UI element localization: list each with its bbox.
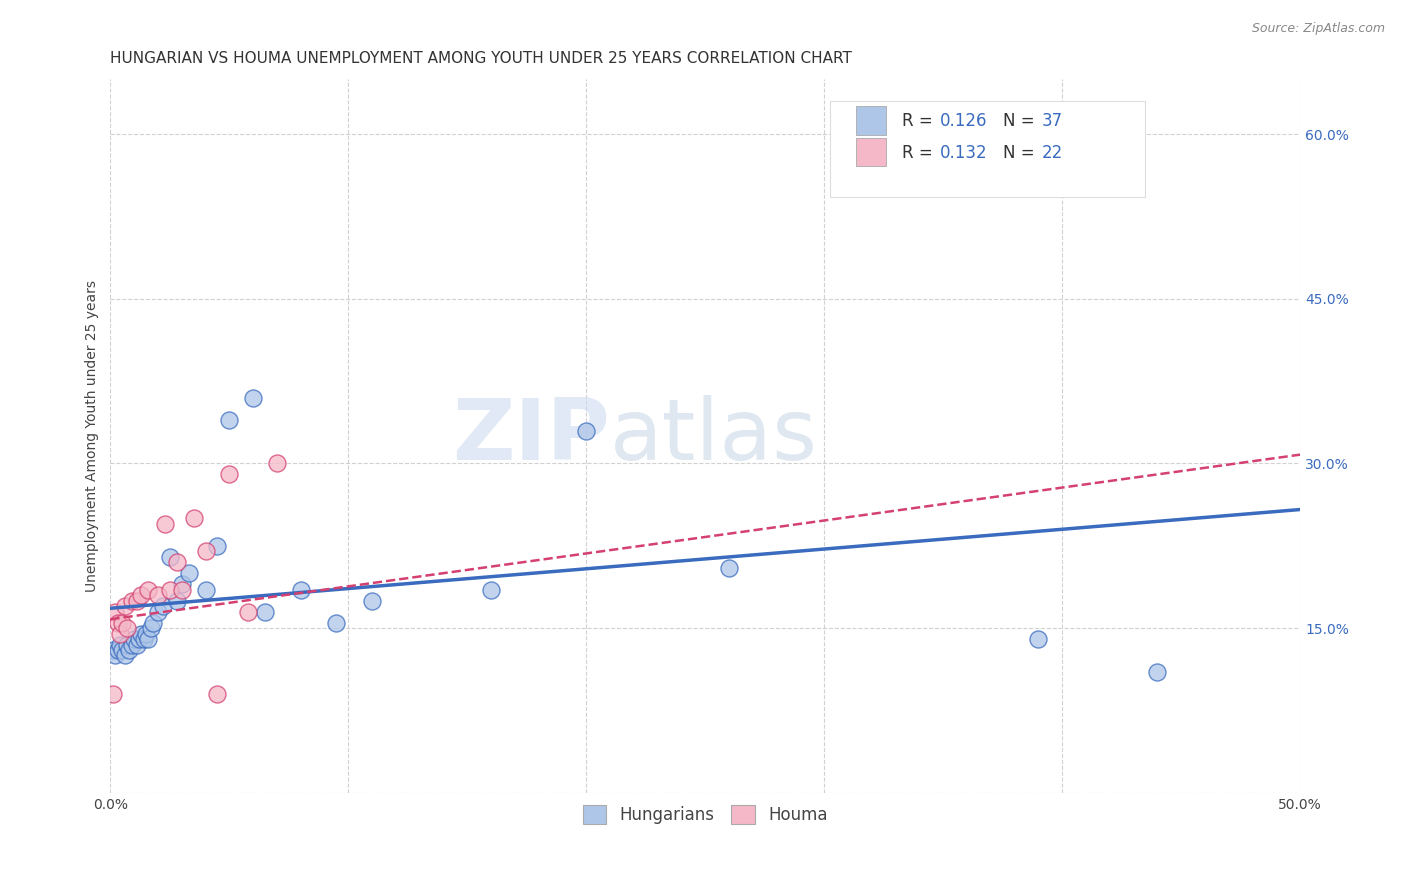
Point [115, 638, 138, 652]
Point [290, 582, 312, 597]
Point [152, 599, 174, 613]
Text: atlas: atlas [610, 394, 818, 477]
FancyBboxPatch shape [856, 106, 886, 135]
Point [218, 467, 240, 482]
Point [104, 605, 127, 619]
Point [238, 605, 260, 619]
Point [718, 560, 741, 574]
Point [138, 632, 160, 646]
Text: Source: ZipAtlas.com: Source: ZipAtlas.com [1251, 22, 1385, 36]
Point [1028, 632, 1050, 646]
Point [114, 599, 136, 613]
Text: R =: R = [901, 144, 938, 161]
Text: ZIP: ZIP [453, 394, 610, 477]
Point [153, 516, 176, 531]
Text: N =: N = [1002, 112, 1039, 129]
Point [125, 593, 148, 607]
Point [194, 582, 217, 597]
Point [177, 566, 200, 581]
Point [125, 638, 148, 652]
Point [166, 593, 188, 607]
Point [170, 577, 193, 591]
Point [146, 588, 169, 602]
Point [138, 582, 160, 597]
Point [131, 626, 153, 640]
Text: 22: 22 [1042, 144, 1063, 161]
Point [108, 638, 131, 652]
Point [101, 643, 124, 657]
Point [183, 511, 205, 525]
Point [159, 582, 181, 597]
Point [254, 605, 277, 619]
Point [166, 555, 188, 569]
Point [170, 582, 193, 597]
Point [146, 605, 169, 619]
Point [115, 621, 138, 635]
Point [131, 588, 153, 602]
Text: 0.132: 0.132 [939, 144, 987, 161]
Text: 0.126: 0.126 [939, 112, 987, 129]
Text: HUNGARIAN VS HOUMA UNEMPLOYMENT AMONG YOUTH UNDER 25 YEARS CORRELATION CHART: HUNGARIAN VS HOUMA UNEMPLOYMENT AMONG YO… [111, 51, 852, 66]
Text: 37: 37 [1042, 112, 1063, 129]
Point [128, 632, 150, 646]
Point [107, 643, 129, 657]
Point [142, 615, 165, 630]
Point [207, 539, 229, 553]
Point [135, 626, 157, 640]
Point [575, 424, 598, 438]
Point [118, 643, 141, 657]
Point [111, 643, 134, 657]
Point [325, 615, 347, 630]
Point [242, 391, 264, 405]
Text: N =: N = [1002, 144, 1039, 161]
FancyBboxPatch shape [830, 101, 1146, 197]
Point [132, 632, 155, 646]
Point [114, 648, 136, 663]
Point [194, 544, 217, 558]
Point [1146, 665, 1168, 679]
Legend: Hungarians, Houma: Hungarians, Houma [574, 795, 838, 834]
Point [218, 412, 240, 426]
Point [266, 457, 288, 471]
Point [361, 593, 384, 607]
Point [159, 549, 181, 564]
Point [111, 615, 134, 630]
Point [139, 621, 162, 635]
Point [104, 648, 127, 663]
Point [108, 626, 131, 640]
Point [122, 632, 145, 646]
Point [121, 638, 143, 652]
Text: R =: R = [901, 112, 938, 129]
FancyBboxPatch shape [856, 138, 886, 167]
Point [107, 615, 129, 630]
Point [101, 687, 124, 701]
Point [121, 593, 143, 607]
Point [207, 687, 229, 701]
Y-axis label: Unemployment Among Youth under 25 years: Unemployment Among Youth under 25 years [86, 280, 100, 592]
Point [479, 582, 502, 597]
